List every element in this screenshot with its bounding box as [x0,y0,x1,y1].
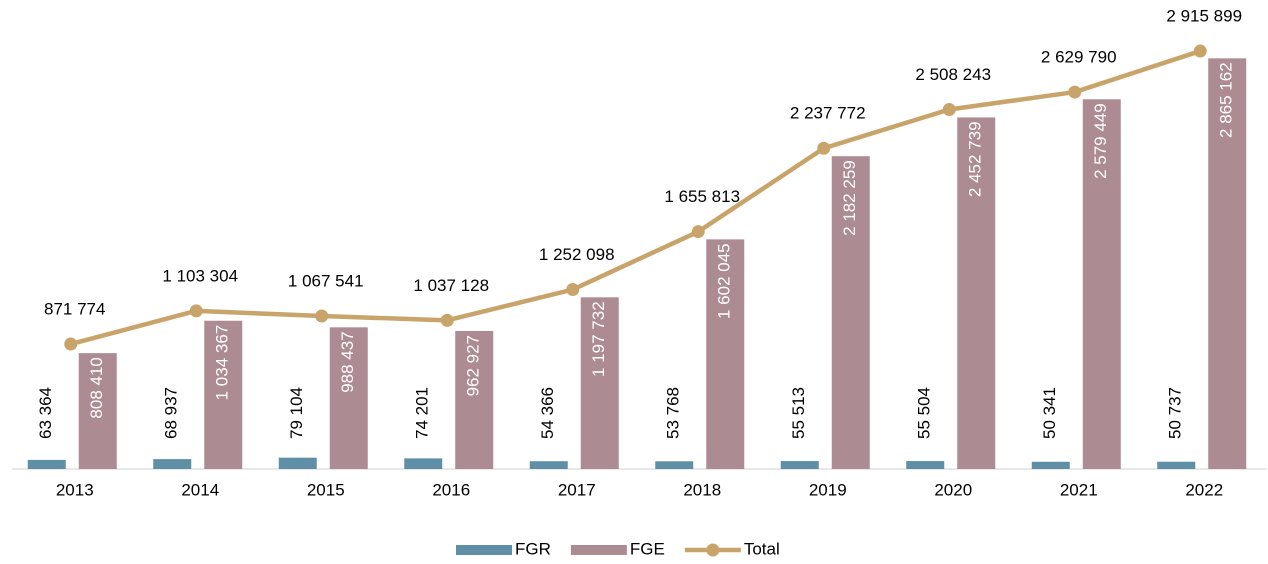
data-label: 1 037 128 [413,276,489,295]
data-label: 2 237 772 [790,104,866,123]
x-tick-label: 2016 [432,480,470,499]
data-label: 53 768 [664,387,683,439]
x-tick-label: 2020 [934,480,972,499]
data-label: 68 937 [162,387,181,439]
data-label: 55 513 [789,387,808,439]
data-label: 50 737 [1166,387,1185,439]
bar [455,330,494,469]
bar [329,327,368,469]
data-label: 1 602 045 [715,243,734,319]
data-label: 54 366 [538,387,557,439]
bar [78,353,117,469]
data-label: 63 364 [36,387,55,439]
data-label: 2 579 449 [1091,103,1110,179]
data-label: 1 103 304 [162,266,238,285]
data-label: 1 197 732 [589,301,608,377]
bar [655,461,694,469]
x-tick-label: 2013 [56,480,94,499]
bar [27,459,66,469]
bar [1082,99,1121,469]
bar [580,297,619,469]
data-label: 79 104 [287,387,306,439]
data-label: 55 504 [915,387,934,439]
line-marker [64,337,78,351]
data-label: 2 452 739 [966,121,985,197]
line-marker [440,313,454,327]
bar [204,320,243,469]
x-tick-label: 2022 [1185,480,1223,499]
legend-label: Total [744,539,780,558]
legend-label: FGR [515,539,551,558]
bar [278,457,317,469]
line-marker [189,304,203,318]
line-marker [1068,85,1082,99]
data-label: 1 252 098 [539,245,615,264]
data-label: 50 341 [1040,387,1059,439]
x-tick-label: 2015 [307,480,345,499]
bar [780,461,819,469]
line [70,48,1201,347]
data-label: 2 629 790 [1041,48,1117,67]
x-tick-label: 2017 [558,480,596,499]
data-label: 2 182 259 [840,160,859,236]
bar [957,117,996,470]
data-label: 1 067 541 [288,271,364,290]
data-label: 871 774 [44,300,105,319]
data-label: 1 034 367 [213,325,232,401]
legend-label: FGE [630,539,665,558]
line-marker [566,283,580,297]
data-label: 988 437 [338,331,357,392]
line-marker [691,225,705,239]
bar [404,458,443,469]
line-marker [1193,44,1207,58]
bar [706,239,745,469]
bar [1031,461,1070,469]
data-label: 808 410 [87,357,106,418]
data-label: 2 915 899 [1166,7,1242,26]
line-marker [817,141,831,155]
legend-swatch [570,545,627,555]
bar [1157,461,1196,469]
bar [1208,58,1247,469]
line-marker [942,102,956,116]
bar [529,461,568,469]
legend-swatch [456,545,512,555]
x-tick-label: 2018 [683,480,721,499]
x-tick-label: 2021 [1060,480,1098,499]
bar [831,156,870,470]
legend-swatch [706,543,720,557]
data-label: 962 927 [464,335,483,396]
bar [153,459,192,469]
x-tick-label: 2014 [181,480,219,499]
data-label: 2 508 243 [915,65,991,84]
line-marker [315,309,329,323]
data-label: 2 865 162 [1217,62,1236,138]
data-label: 74 201 [413,387,432,439]
bar [906,461,945,469]
data-label: 1 655 813 [664,187,740,206]
x-tick-label: 2019 [809,480,847,499]
